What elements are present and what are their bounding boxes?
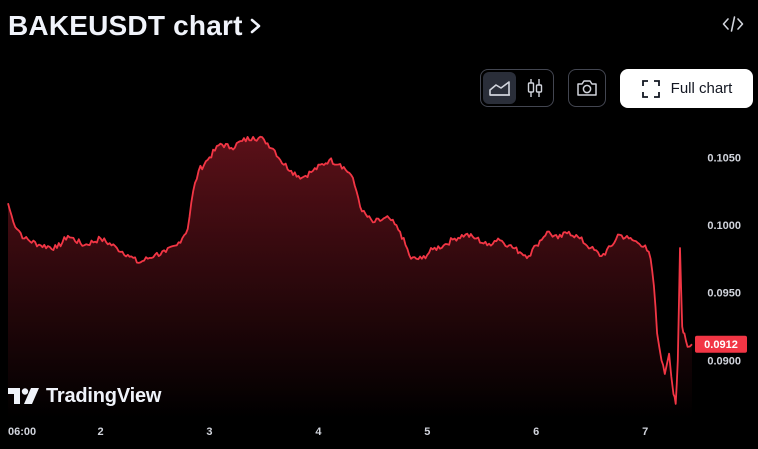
x-tick-label: 4: [315, 426, 322, 438]
fullscreen-corners-icon: [641, 79, 660, 98]
code-icon: [722, 16, 744, 32]
tradingview-logo-icon: [8, 388, 39, 404]
chart-title-link[interactable]: BAKEUSDT chart: [8, 8, 263, 44]
full-chart-label: Full chart: [670, 80, 733, 97]
tradingview-wordmark: TradingView: [46, 384, 162, 407]
chart-title: BAKEUSDT chart: [8, 10, 243, 41]
snapshot-button[interactable]: [568, 69, 606, 107]
y-tick-label: 0.0950: [707, 288, 741, 300]
tradingview-logo[interactable]: TradingView: [8, 384, 161, 408]
full-chart-button[interactable]: Full chart: [620, 69, 753, 108]
candlestick-icon: [527, 79, 542, 97]
price-area-fill: [8, 136, 692, 418]
camera-icon: [577, 80, 597, 96]
x-tick-label: 5: [424, 426, 430, 438]
x-tick-label: 2: [98, 426, 104, 438]
y-tick-label: 0.1000: [707, 220, 741, 232]
y-tick-label: 0.0900: [707, 355, 741, 367]
area-style-button[interactable]: [483, 72, 516, 104]
y-tick-label: 0.1050: [707, 152, 741, 164]
x-tick-label: 06:00: [8, 426, 36, 438]
area-chart-icon: [488, 81, 510, 96]
x-tick-label: 6: [533, 426, 539, 438]
last-price-badge: 0.0912: [695, 335, 747, 353]
last-price-label: 0.0912: [704, 339, 738, 351]
candles-style-button[interactable]: [518, 72, 551, 104]
chart-style-toggle: [480, 69, 554, 107]
chevron-right-icon: [250, 18, 260, 34]
embed-code-button[interactable]: [722, 13, 744, 35]
x-tick-label: 3: [206, 426, 212, 438]
x-tick-label: 7: [642, 426, 648, 438]
price-line: [7, 135, 693, 405]
